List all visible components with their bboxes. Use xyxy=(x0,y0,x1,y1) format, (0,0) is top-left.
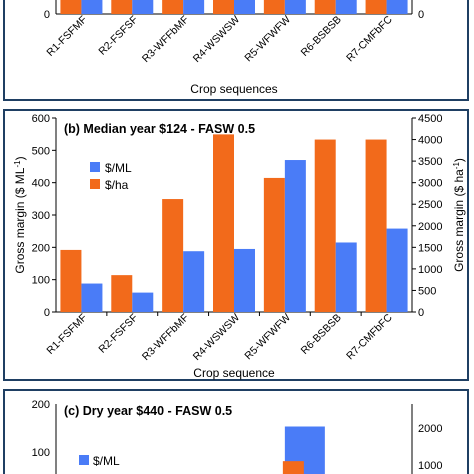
category-label: R7-CMFbFC xyxy=(344,13,395,64)
panel-c: 200 100 2000 1000 (c) Dry year $440 - FA… xyxy=(3,389,469,474)
bar-ha xyxy=(263,0,285,14)
y2-tick-label: 3500 xyxy=(418,156,442,168)
bar-ml xyxy=(81,0,103,14)
panel-a-bars xyxy=(60,0,408,14)
y-tick-label: 300 xyxy=(32,210,50,222)
bar-ha xyxy=(162,0,184,14)
bar-ha xyxy=(111,275,133,312)
y-tick-label: 500 xyxy=(32,145,50,157)
panel-b-y2-axis-title: Gross margin ($ ha-1) xyxy=(452,158,466,272)
panel-b-category-labels: R1-FSFMF R2-FSFSF R3-WFFbMF R4-WSWSW R5-WFWF… xyxy=(44,311,395,363)
y-tick-label: 100 xyxy=(32,275,50,287)
panel-b: 0 100 200 300 400 500 600 0 500 1000 1500 2000 2500… xyxy=(3,109,469,381)
panel-a: 0 0 R1-FSFMF R2-FSFSF R3-WFFbMF R4-WSWSW R5-… xyxy=(3,0,469,101)
category-label: R1-FSFMF xyxy=(44,14,89,59)
panel-b-legend: $/ML $/ha xyxy=(90,161,132,192)
y2-tick-label: 3000 xyxy=(418,178,442,190)
bar-ha xyxy=(314,139,336,312)
legend-label-ha: $/ha xyxy=(105,178,129,192)
panel-a-y2tick: 0 xyxy=(418,9,424,21)
category-label: R3-WFFbMF xyxy=(140,312,191,363)
y2-tick-label: 0 xyxy=(418,307,424,319)
bar-ha xyxy=(314,0,336,14)
category-label: R5-WFWFW xyxy=(242,312,293,363)
legend-swatch-ml xyxy=(79,455,89,465)
category-label: R5-WFWFW xyxy=(242,14,293,65)
panel-c-title: (c) Dry year $440 - FASW 0.5 xyxy=(64,404,232,418)
bar-ha xyxy=(60,0,82,14)
y-tick-label: 0 xyxy=(44,307,50,319)
bar-ml xyxy=(284,160,306,312)
bar-ha xyxy=(365,0,387,14)
panel-a-ytick: 0 xyxy=(44,9,50,21)
panel-b-frame xyxy=(3,109,469,381)
y2-tick-label: 2000 xyxy=(418,221,442,233)
category-label: R4-WSWSW xyxy=(191,312,242,363)
panel-c-ytick: 200 xyxy=(32,399,50,411)
bar-ha xyxy=(60,249,82,312)
panel-a-x-axis-title: Crop sequences xyxy=(190,82,277,96)
legend-swatch-ha xyxy=(90,179,100,189)
bar-ml xyxy=(132,0,154,14)
category-label: R1-FSFMF xyxy=(44,312,89,357)
category-label: R6-BSBSB xyxy=(299,14,344,59)
bar-ml xyxy=(234,248,255,312)
bar-ml xyxy=(335,0,357,14)
bar-ha xyxy=(162,199,184,312)
panel-b-title: (b) Median year $124 - FASW 0.5 xyxy=(64,122,255,136)
panel-a-frame xyxy=(3,0,469,101)
y2-tick-label: 4000 xyxy=(418,135,442,147)
panel-b-y2-ticks: 0 500 1000 1500 2000 2500 3000 3500 4000 4500 xyxy=(412,113,442,319)
category-label: R3-WFFbMF xyxy=(140,14,191,65)
category-label: R6-BSBSB xyxy=(299,312,344,357)
y2-tick-label: 4500 xyxy=(418,113,442,125)
legend-label-ml: $/ML xyxy=(93,454,120,468)
panel-c-ytick: 100 xyxy=(32,447,50,459)
y-tick-label: 200 xyxy=(32,242,50,254)
panel-b-x-axis-title: Crop sequence xyxy=(193,366,275,380)
bar-ha xyxy=(282,461,304,474)
panel-c-y2tick: 2000 xyxy=(418,423,442,435)
bar-ml xyxy=(234,0,255,14)
legend-swatch-ml xyxy=(90,162,100,172)
y2-tick-label: 2500 xyxy=(418,199,442,211)
bar-ml xyxy=(284,0,306,14)
bar-ha xyxy=(213,0,234,14)
panel-c-bars xyxy=(282,426,325,474)
y-tick-label: 600 xyxy=(32,113,50,125)
bar-ml xyxy=(183,0,205,14)
y2-tick-label: 500 xyxy=(418,285,436,297)
bar-ha xyxy=(111,0,133,14)
panel-b-y-axis-title: Gross margin ($ ML-1) xyxy=(13,156,27,273)
panel-a-category-labels: R1-FSFMF R2-FSFSF R3-WFFbMF R4-WSWSW R5-WFWF… xyxy=(44,13,395,65)
bar-ha xyxy=(263,177,285,312)
panel-b-bars xyxy=(60,134,408,316)
bar-ha xyxy=(213,134,234,312)
bar-ml xyxy=(386,0,408,14)
y2-tick-label: 1000 xyxy=(418,264,442,276)
bar-ml xyxy=(81,283,103,312)
panel-c-frame xyxy=(3,389,469,474)
category-label: R7-CMFbFC xyxy=(344,311,395,362)
bar-ml xyxy=(335,242,357,312)
bar-ha xyxy=(365,139,387,312)
category-label: R4-WSWSW xyxy=(191,14,242,65)
bar-ml xyxy=(183,251,205,312)
bar-ml xyxy=(132,292,154,312)
panel-c-y2tick: 1000 xyxy=(418,460,442,472)
y2-tick-label: 1500 xyxy=(418,242,442,254)
legend-label-ml: $/ML xyxy=(105,161,132,175)
category-label: R2-FSFSF xyxy=(96,14,140,58)
panel-b-y-ticks: 0 100 200 300 400 500 600 xyxy=(32,113,56,319)
y-tick-label: 400 xyxy=(32,178,50,190)
category-label: R2-FSFSF xyxy=(96,312,140,356)
bar-ml xyxy=(386,228,408,312)
